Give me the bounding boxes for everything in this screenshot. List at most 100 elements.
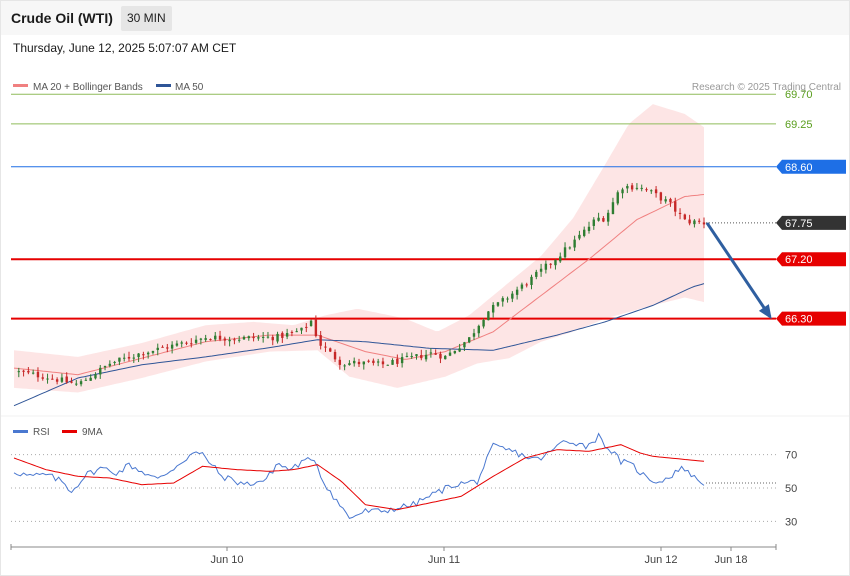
candle xyxy=(151,350,155,355)
support-badge xyxy=(776,311,846,326)
candle xyxy=(156,343,159,356)
candle xyxy=(180,340,183,348)
rsi-line xyxy=(13,432,705,519)
candle xyxy=(65,372,68,384)
ma20-line xyxy=(13,194,705,376)
candle xyxy=(242,335,246,340)
level-labels: 69.70 69.25 68.60 67.75 67.20 66.30 xyxy=(776,89,846,326)
candle xyxy=(606,209,610,226)
candle xyxy=(458,343,461,353)
resistance-badge-label: 68.60 xyxy=(785,162,813,174)
candle xyxy=(266,331,270,339)
candle xyxy=(41,373,44,381)
support-badge xyxy=(776,252,846,267)
x-tick-label: Jun 12 xyxy=(644,554,677,566)
ma50-legend-label: MA 50 xyxy=(175,82,204,93)
candle xyxy=(75,379,78,386)
candle xyxy=(621,187,624,199)
candle xyxy=(386,364,389,366)
candle xyxy=(132,354,135,363)
candle xyxy=(698,218,701,224)
candle xyxy=(290,330,294,337)
last-price-badge xyxy=(776,215,846,230)
candle xyxy=(549,263,552,269)
candle xyxy=(678,208,682,220)
candle xyxy=(204,334,207,342)
last-price-label: 67.75 xyxy=(785,218,813,230)
projection-arrow-shaft xyxy=(705,222,772,318)
candle xyxy=(544,260,548,274)
candle xyxy=(22,369,25,377)
candle xyxy=(343,364,346,371)
candle xyxy=(146,351,150,359)
candle xyxy=(295,328,298,333)
candle xyxy=(405,352,409,358)
candle xyxy=(314,315,318,338)
candle xyxy=(410,352,413,359)
candle xyxy=(348,360,351,366)
candle xyxy=(592,217,595,230)
instrument-title: Crude Oil (WTI) xyxy=(11,10,113,26)
x-tick-label: Jun 18 xyxy=(714,554,747,566)
copyright-label: Research © 2025 Trading Central xyxy=(692,82,841,93)
candle xyxy=(453,350,457,355)
candle xyxy=(650,189,653,194)
candle xyxy=(654,186,658,198)
projection-arrow xyxy=(705,222,772,320)
resistance-badge xyxy=(776,159,846,174)
candle xyxy=(170,341,174,354)
candle xyxy=(424,349,428,362)
resistance-label: 69.70 xyxy=(785,89,813,101)
candle xyxy=(525,282,528,288)
candle xyxy=(166,343,169,353)
candle xyxy=(46,373,49,384)
projection-arrow-head xyxy=(758,304,772,320)
candle xyxy=(645,187,648,192)
candle xyxy=(376,358,380,367)
candle xyxy=(319,330,322,350)
candle xyxy=(60,373,64,383)
candle xyxy=(597,212,600,222)
candle xyxy=(381,357,385,369)
candle xyxy=(137,353,140,363)
candle xyxy=(142,351,145,360)
candle xyxy=(400,353,404,368)
timeframe-button[interactable]: 30 MIN xyxy=(121,6,172,31)
rsi-series xyxy=(13,432,776,519)
bollinger-band-area xyxy=(14,104,704,393)
candle xyxy=(702,217,706,229)
candle xyxy=(108,360,112,368)
candle xyxy=(324,342,327,352)
candle xyxy=(338,356,342,370)
candle xyxy=(79,379,83,387)
candle xyxy=(602,216,605,223)
candle xyxy=(444,355,447,360)
candle xyxy=(396,354,399,368)
x-tick-label: Jun 11 xyxy=(428,554,460,566)
candle xyxy=(118,357,121,366)
candle xyxy=(429,348,433,358)
candle xyxy=(640,184,643,192)
moving-averages xyxy=(13,194,705,407)
candle xyxy=(472,328,476,341)
candle xyxy=(674,197,677,217)
rsi-tick-label: 50 xyxy=(785,483,797,495)
candle xyxy=(218,330,222,342)
rsi-ma-legend-swatch xyxy=(62,430,77,433)
ma20-legend-label: MA 20 + Bollinger Bands xyxy=(33,82,143,93)
candle xyxy=(305,323,308,333)
candle xyxy=(51,374,54,380)
candlesticks xyxy=(17,182,706,387)
candle xyxy=(583,226,586,238)
candle xyxy=(448,349,452,357)
support-badge-label: 67.20 xyxy=(785,254,813,266)
rsi-gridlines: 30 50 70 xyxy=(11,450,797,528)
candle xyxy=(539,263,543,277)
candle xyxy=(669,197,672,207)
candle xyxy=(616,190,619,206)
candle xyxy=(578,230,581,241)
candle xyxy=(89,374,92,381)
candle xyxy=(357,358,361,368)
